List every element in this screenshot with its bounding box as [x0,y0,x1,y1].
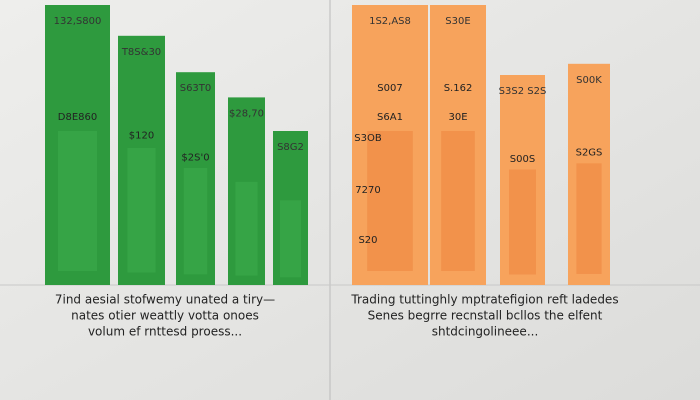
bar-top-label: $28,70 [229,108,264,119]
caption-line: shtdcingolineee... [432,325,539,339]
bar-inner [183,167,208,275]
caption-line: volum ef rnttesd proess... [88,325,242,339]
bar-top-label: S63T0 [180,83,212,94]
bar-top-label: S8G2 [277,142,304,153]
bar-mid-label: 30E [448,112,467,123]
side-label: S007 [377,83,402,94]
bar-mid-label: $120 [129,130,154,141]
bar-inner [576,163,602,274]
bar-inner [58,131,97,271]
bar-inner [441,131,475,271]
side-label: 7270 [355,185,380,196]
bar-top-label: S3S2 S2S [499,86,547,97]
caption-line: 7ind aesial stofwemy unated a tiry— [55,293,275,307]
bar-top-label: T8S&30 [121,47,161,58]
bar-mid-label: S2GS [576,147,603,158]
side-label: S20 [358,235,377,246]
bar-inner [367,131,413,271]
caption-line: Trading tuttinghly mptratefigion reft la… [350,293,618,307]
bar-inner [509,169,536,275]
bar-top-label: 1S2,AS8 [369,16,411,27]
bar-inner [127,147,156,273]
bar-mid-label: D8E860 [58,112,97,123]
bar-mid-label: $2S'0 [181,152,209,163]
caption-line: nates otier weattly votta onoes [71,309,259,323]
bar-mid-label: S00S [510,154,535,165]
bar-top-label: S30E [445,16,470,27]
bar-inner [280,200,301,278]
bar-top-label: 132,S800 [54,16,102,27]
bar-mid-label: S6A1 [377,112,403,123]
caption-line: Senes begrre recnstall bcllos the elfent [368,309,603,323]
bar-top-label: S00K [576,75,602,86]
bar-inner [235,181,258,276]
side-label: S.162 [444,83,473,94]
side-label: S3OB [354,133,382,144]
